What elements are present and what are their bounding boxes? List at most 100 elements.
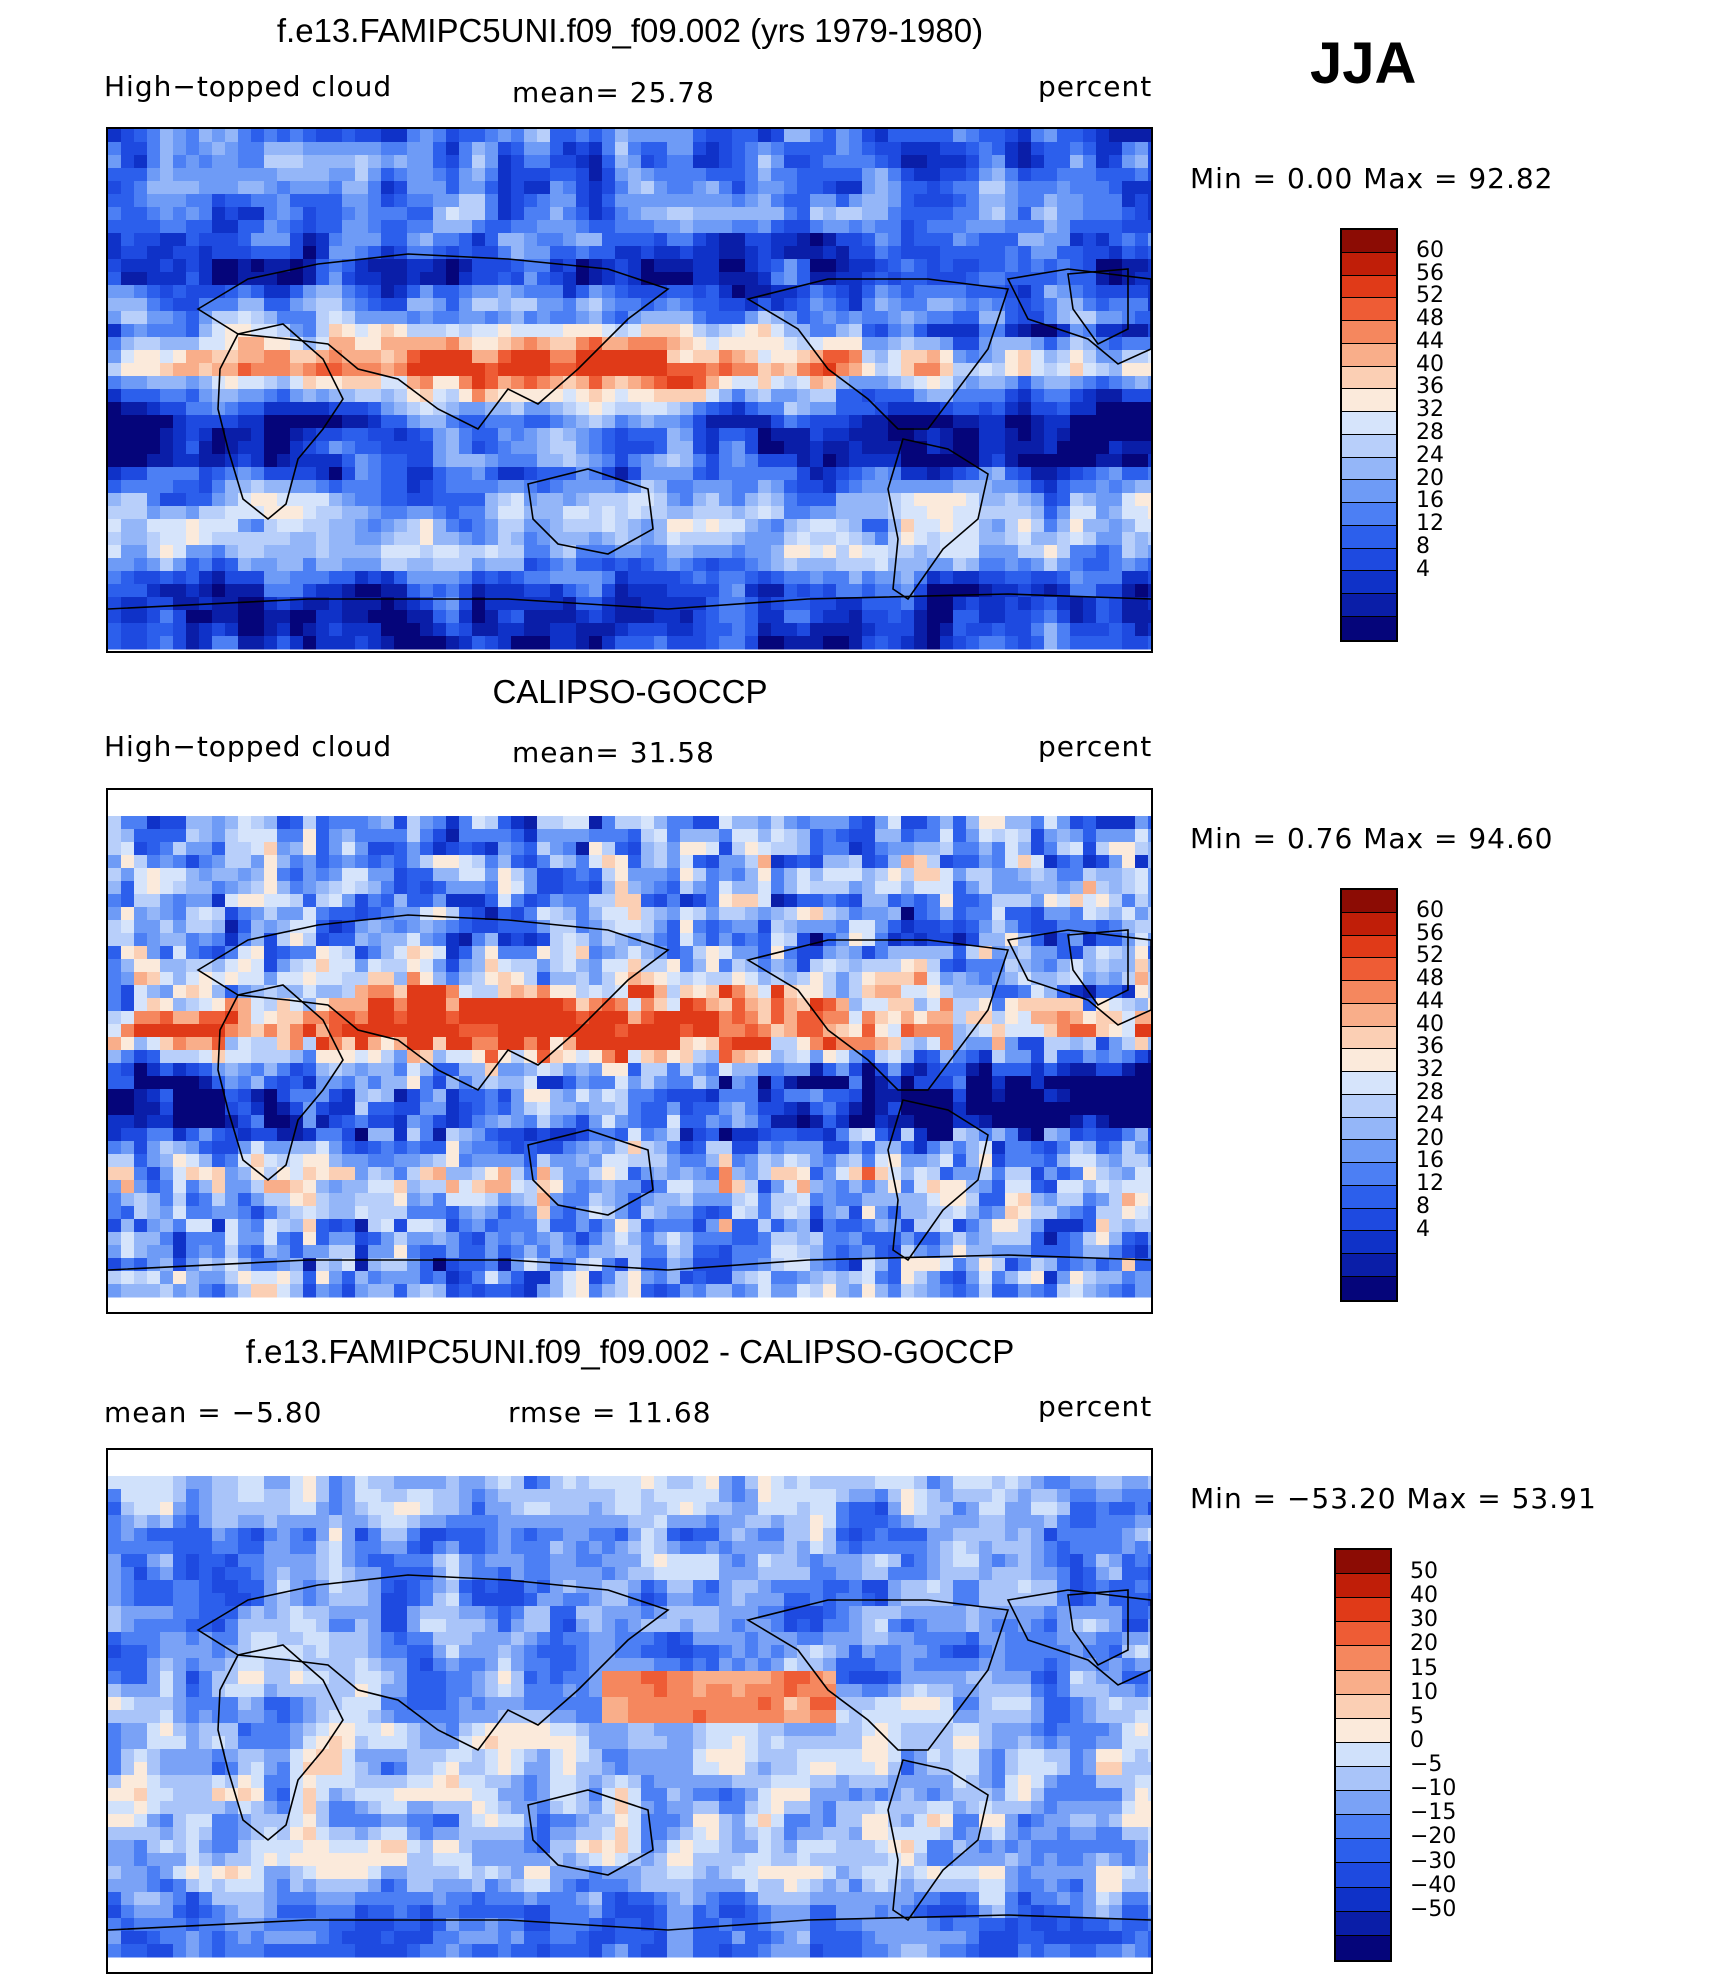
field-cell	[745, 259, 759, 273]
field-cell	[1122, 324, 1136, 338]
field-cell	[732, 324, 746, 338]
field-cell	[186, 181, 200, 195]
field-cell	[1057, 220, 1071, 234]
field-cell	[420, 1024, 434, 1038]
field-cell	[368, 337, 382, 351]
field-cell	[667, 311, 681, 325]
field-cell	[745, 142, 759, 156]
colorbar-tick-label: 24	[1416, 442, 1444, 468]
field-cell	[589, 584, 603, 598]
field-cell	[1057, 350, 1071, 364]
season-label: JJA	[1310, 31, 1417, 96]
field-cell	[459, 389, 473, 403]
field-cell	[108, 545, 122, 559]
field-cell	[420, 855, 434, 869]
field-cell	[1044, 829, 1058, 843]
field-cell	[537, 194, 551, 208]
field-cell	[875, 610, 889, 624]
field-cell	[303, 350, 317, 364]
field-cell	[485, 155, 499, 169]
field-cell	[680, 571, 694, 585]
field-cell	[1031, 946, 1045, 960]
field-cell	[147, 894, 161, 908]
field-cell	[628, 636, 642, 650]
field-cell	[342, 519, 356, 533]
field-cell	[810, 881, 824, 895]
field-cell	[264, 506, 278, 520]
field-cell	[1031, 363, 1045, 377]
field-cell	[667, 584, 681, 598]
field-cell	[758, 597, 772, 611]
field-cell	[602, 220, 616, 234]
field-cell	[316, 545, 330, 559]
field-cell	[264, 881, 278, 895]
field-cell	[303, 907, 317, 921]
field-cell	[1096, 881, 1110, 895]
field-cell	[212, 259, 226, 273]
field-cell	[381, 402, 395, 416]
field-cell	[563, 220, 577, 234]
field-cell	[771, 985, 785, 999]
field-cell	[706, 207, 720, 221]
field-cell	[277, 233, 291, 247]
field-cell	[394, 532, 408, 546]
field-cell	[238, 1011, 252, 1025]
field-cell	[563, 1024, 577, 1038]
field-cell	[1096, 985, 1110, 999]
field-cell	[745, 842, 759, 856]
field-cell	[875, 298, 889, 312]
field-cell	[784, 298, 798, 312]
field-cell	[589, 610, 603, 624]
field-cell	[225, 1076, 239, 1090]
field-cell	[1096, 142, 1110, 156]
field-cell	[1148, 894, 1151, 908]
field-cell	[303, 298, 317, 312]
field-cell	[368, 558, 382, 572]
field-cell	[914, 233, 928, 247]
field-cell	[797, 324, 811, 338]
field-cell	[511, 233, 525, 247]
field-cell	[394, 480, 408, 494]
field-cell	[303, 207, 317, 221]
field-cell	[1031, 376, 1045, 390]
field-cell	[823, 324, 837, 338]
field-cell	[901, 246, 915, 260]
field-cell	[901, 350, 915, 364]
field-cell	[186, 194, 200, 208]
field-cell	[836, 194, 850, 208]
field-cell	[550, 142, 564, 156]
field-cell	[1148, 415, 1151, 429]
field-cell	[836, 855, 850, 869]
field-cell	[277, 441, 291, 455]
field-cell	[628, 623, 642, 637]
field-cell	[810, 894, 824, 908]
field-cell	[615, 389, 629, 403]
field-cell	[888, 1024, 902, 1038]
field-cell	[108, 389, 122, 403]
field-cell	[667, 168, 681, 182]
field-cell	[1135, 829, 1149, 843]
field-cell	[446, 829, 460, 843]
field-cell	[290, 441, 304, 455]
field-cell	[524, 584, 538, 598]
field-cell	[1096, 558, 1110, 572]
field-cell	[589, 855, 603, 869]
field-cell	[797, 1050, 811, 1064]
field-cell	[446, 610, 460, 624]
field-cell	[628, 998, 642, 1012]
field-cell	[823, 920, 837, 934]
panel-obs-field-layer	[108, 816, 1151, 1298]
field-cell	[1122, 246, 1136, 260]
field-cell	[784, 972, 798, 986]
field-cell	[667, 142, 681, 156]
field-cell	[1070, 571, 1084, 585]
field-cell	[121, 272, 135, 286]
field-cell	[472, 816, 486, 830]
field-cell	[511, 881, 525, 895]
field-cell	[485, 907, 499, 921]
field-cell	[446, 441, 460, 455]
field-cell	[1083, 855, 1097, 869]
field-cell	[745, 571, 759, 585]
field-cell	[446, 181, 460, 195]
field-cell	[576, 285, 590, 299]
